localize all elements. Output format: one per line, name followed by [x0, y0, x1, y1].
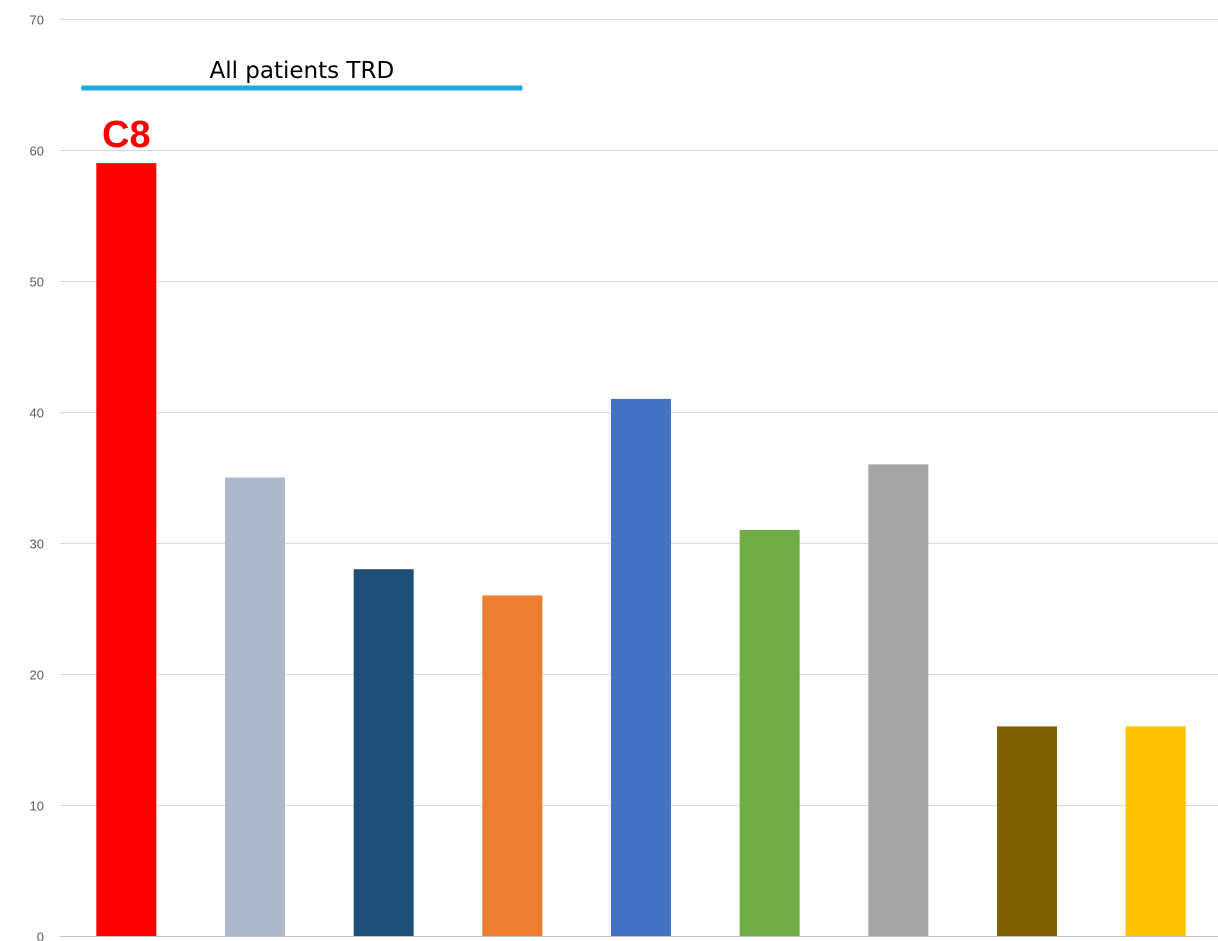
y-tick-label-10: 10: [30, 799, 44, 814]
y-axis-tick-labels: 0 10 20 30 40 50 60 70: [30, 13, 44, 941]
y-tick-label-40: 40: [30, 406, 44, 421]
bar-9: [1125, 726, 1186, 936]
bar-6: [739, 529, 800, 936]
annotations: All patients TRD C8: [81, 58, 523, 156]
bar-7: [868, 464, 929, 936]
bar-1: [96, 163, 157, 937]
y-tick-label-20: 20: [30, 668, 44, 683]
y-tick-label-70: 70: [30, 13, 44, 28]
bar-callout-1: C8: [102, 114, 151, 156]
y-tick-label-50: 50: [30, 275, 44, 290]
bar-3: [353, 569, 414, 936]
bar-5: [611, 398, 671, 936]
bar-2: [225, 477, 285, 936]
bar-8: [997, 726, 1057, 936]
annotation-label-1: All patients TRD: [209, 58, 394, 84]
y-tick-label-30: 30: [30, 537, 44, 552]
y-tick-label-60: 60: [30, 144, 44, 159]
y-tick-label-0: 0: [37, 930, 44, 941]
bar-4: [482, 595, 543, 936]
bars: [96, 163, 1186, 937]
